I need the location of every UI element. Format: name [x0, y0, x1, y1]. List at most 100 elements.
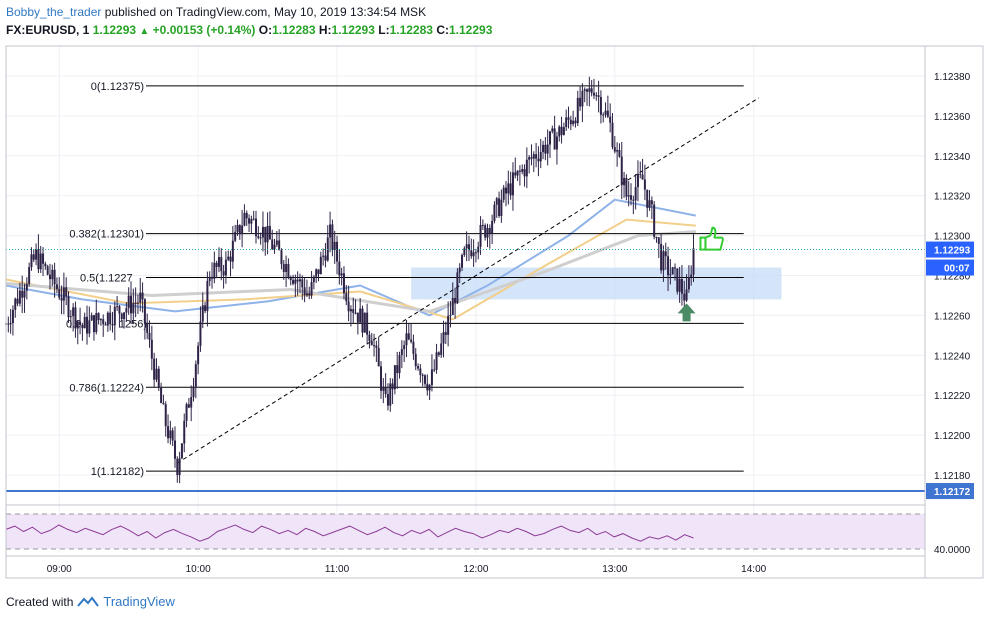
candle-body: [32, 254, 35, 260]
candle-body: [363, 312, 366, 333]
tradingview-brand-link[interactable]: TradingView: [103, 594, 175, 609]
open-label: O:: [258, 23, 273, 37]
candle-body: [500, 199, 503, 216]
author-link[interactable]: Bobby_the_trader: [6, 5, 102, 19]
candle-body: [250, 219, 253, 224]
candle-body: [627, 195, 630, 197]
candle-body: [535, 154, 538, 159]
candle-body: [368, 334, 371, 341]
candle-body: [511, 172, 514, 196]
candle-body: [653, 204, 656, 237]
low-value: 1.12283: [389, 23, 433, 37]
price-tick-label: 1.12200: [934, 431, 971, 442]
candle-body: [410, 339, 413, 342]
created-with-text: Created with: [6, 594, 74, 609]
candle-body: [278, 240, 281, 251]
candle-body: [525, 159, 528, 177]
candle-body: [380, 366, 383, 391]
candle-body: [46, 266, 49, 275]
high-value: 1.12293: [331, 23, 375, 37]
candle-body: [204, 305, 207, 312]
countdown-badge-text: 00:07: [944, 264, 970, 275]
candle-body: [171, 430, 174, 441]
candle-body: [16, 298, 19, 304]
candle-body: [88, 320, 91, 334]
candle-body: [518, 170, 521, 172]
price-tick-label: 1.12340: [934, 152, 971, 163]
candle-body: [25, 283, 28, 291]
candle-body: [477, 246, 480, 253]
candle-body: [479, 224, 482, 247]
candle-body: [680, 279, 683, 294]
candle-body: [544, 144, 547, 154]
moving-averages: [5, 198, 696, 321]
candle-body: [62, 287, 65, 301]
symbol[interactable]: FX:EURUSD, 1: [6, 23, 90, 37]
candle-body: [361, 308, 364, 333]
candle-body: [560, 126, 563, 135]
candle-body: [403, 345, 406, 350]
candle-body: [201, 305, 204, 322]
candle-body: [417, 366, 420, 369]
candle-body: [255, 218, 258, 237]
candle-body: [373, 345, 376, 347]
candle-body: [437, 352, 440, 355]
candle-body: [486, 228, 489, 238]
moving-average-gray: [5, 230, 696, 313]
candle-body: [433, 369, 436, 371]
candle-body: [141, 292, 144, 300]
candle-body: [35, 249, 38, 260]
candle-body: [231, 240, 234, 262]
candle-body: [69, 316, 72, 318]
tradingview-logo-icon[interactable]: [77, 595, 100, 608]
time-tick-label: 14:00: [741, 564, 766, 575]
last-price-badge-text: 1.12293: [934, 246, 971, 257]
candle-body: [396, 365, 399, 374]
candle-body: [150, 339, 153, 359]
candle-body: [167, 426, 170, 439]
candle-body: [222, 271, 225, 276]
candle-body: [42, 253, 45, 264]
candle-body: [81, 324, 84, 329]
candle-body: [132, 303, 135, 314]
candle-body: [58, 289, 61, 298]
candle-body: [454, 298, 457, 304]
candle-body: [319, 256, 322, 275]
candle-body: [551, 128, 554, 132]
fib-level-label: 0(1.12375): [91, 81, 144, 93]
candle-body: [164, 404, 167, 427]
candle-body: [491, 221, 494, 234]
candle-body: [426, 383, 429, 391]
candle-body: [48, 274, 51, 280]
candle-body: [90, 315, 93, 321]
candle-body: [685, 289, 688, 301]
candle-body: [97, 313, 100, 321]
candle-body: [7, 323, 10, 325]
candle-body: [169, 430, 172, 439]
candle-body: [118, 306, 121, 314]
candle-body: [537, 158, 540, 162]
candle-body: [67, 296, 70, 318]
candle-body: [79, 321, 82, 325]
candle-body: [190, 397, 193, 408]
candle-body: [266, 225, 269, 243]
candle-body: [382, 387, 385, 391]
candle-body: [252, 218, 255, 220]
candle-body: [39, 253, 42, 270]
price-tick-label: 1.12220: [934, 391, 971, 402]
candle-body: [30, 254, 33, 268]
candle-body: [241, 225, 244, 235]
candles: [5, 76, 695, 484]
candle-body: [264, 226, 267, 243]
candle-body: [569, 119, 572, 125]
open-value: 1.12283: [272, 23, 316, 37]
candle-body: [444, 332, 447, 335]
candle-body: [294, 279, 297, 284]
candle-body: [447, 315, 450, 335]
candle-body: [238, 225, 241, 235]
candle-body: [562, 127, 565, 135]
candle-body: [60, 297, 63, 301]
candle-body: [312, 276, 315, 283]
candle-body: [481, 224, 484, 226]
